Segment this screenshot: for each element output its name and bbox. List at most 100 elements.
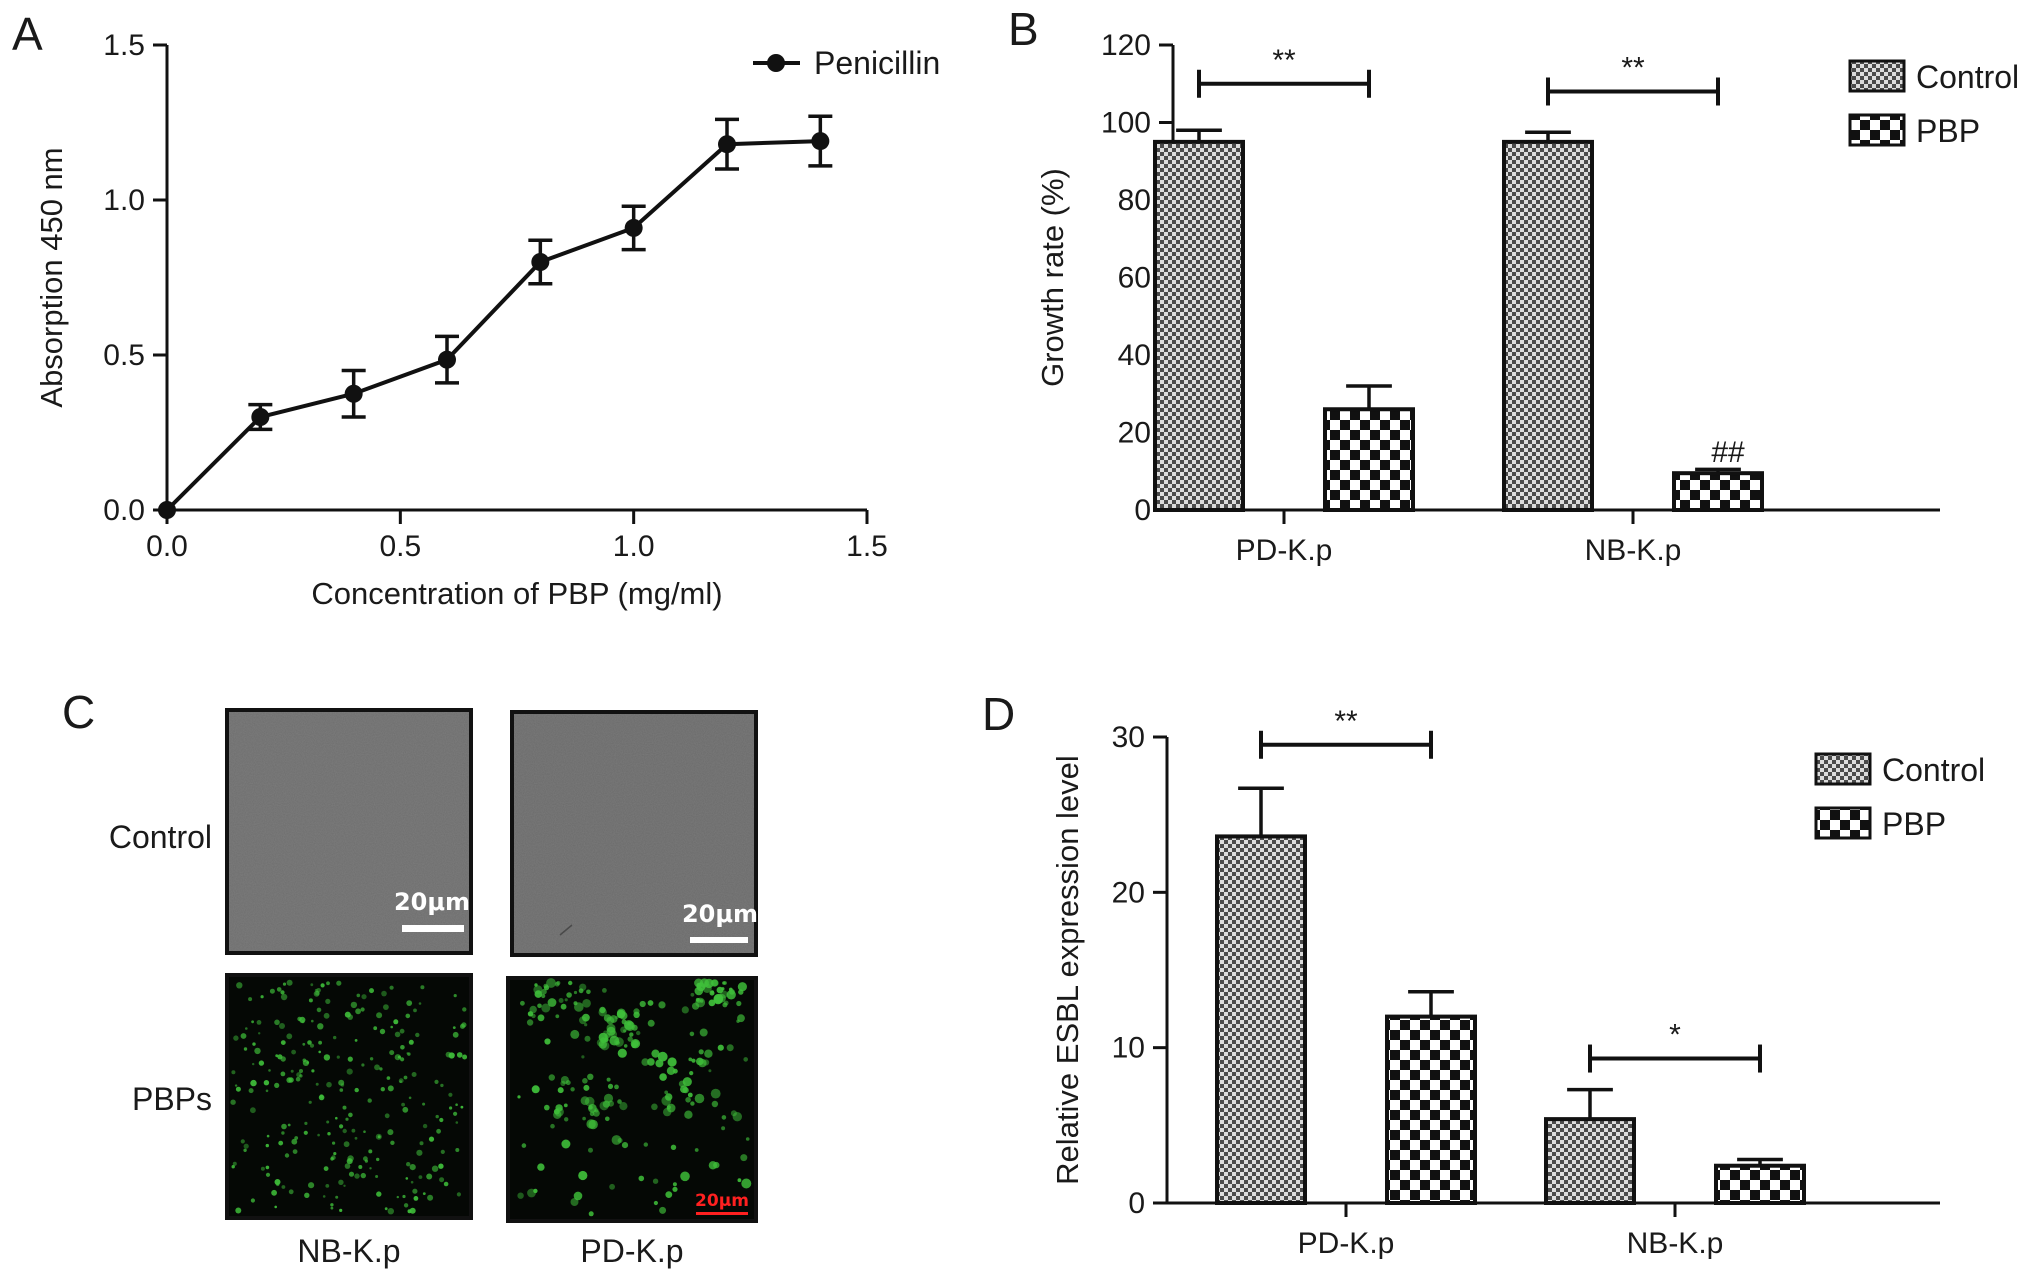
fluorescent-spot bbox=[278, 1140, 284, 1146]
fluorescent-spot bbox=[589, 1111, 595, 1117]
fluorescent-spot bbox=[586, 1119, 596, 1129]
fluorescent-spot bbox=[323, 1166, 329, 1171]
fluorescent-spot bbox=[265, 1172, 271, 1177]
fluorescent-spot bbox=[651, 1049, 660, 1058]
fluorescent-spot bbox=[732, 1112, 742, 1122]
fluorescent-spot bbox=[250, 1079, 257, 1087]
fluorescent-spot bbox=[578, 1170, 588, 1181]
fluorescent-spot bbox=[380, 1087, 385, 1092]
fluorescent-spot bbox=[280, 993, 288, 1001]
fluorescent-spot bbox=[367, 1098, 372, 1103]
fluorescent-spot bbox=[240, 1033, 247, 1039]
fluorescent-spot bbox=[694, 1093, 705, 1104]
fluorescent-spot bbox=[347, 1056, 353, 1062]
fluorescent-spot bbox=[313, 990, 320, 997]
fluorescent-spot bbox=[369, 1057, 374, 1061]
fluorescent-spot bbox=[680, 1171, 690, 1182]
fluorescent-spot bbox=[251, 1020, 255, 1024]
fluorescent-spot bbox=[263, 1080, 270, 1086]
fluorescent-spot bbox=[704, 978, 714, 989]
fluorescent-spot bbox=[281, 1123, 287, 1130]
fluorescent-spot bbox=[408, 1096, 412, 1100]
fluorescent-spot bbox=[318, 1040, 322, 1045]
fluorescent-spot bbox=[364, 1159, 368, 1163]
fluorescent-spot bbox=[360, 1007, 365, 1012]
fluorescent-spot bbox=[455, 1103, 458, 1106]
fluorescent-spot bbox=[543, 985, 550, 991]
fluorescent-spot bbox=[687, 1092, 693, 1098]
fluorescent-spot bbox=[745, 1137, 750, 1141]
fluorescent-spot bbox=[614, 1084, 619, 1090]
fluorescent-spot bbox=[599, 1101, 609, 1111]
fluorescent-spot bbox=[633, 1011, 640, 1018]
fluorescent-spot bbox=[379, 1067, 383, 1071]
fluorescent-spot bbox=[689, 1071, 694, 1076]
fluorescent-spot bbox=[462, 1054, 468, 1060]
fluorescent-spot bbox=[685, 1097, 691, 1103]
fluorescent-spot bbox=[400, 1045, 405, 1050]
fluorescent-spot bbox=[722, 981, 726, 985]
fluorescent-spot bbox=[709, 990, 715, 996]
legend-label-pbp: PBP bbox=[1916, 113, 1980, 149]
fluorescent-spot bbox=[384, 1207, 388, 1211]
y-tick-label: 1.5 bbox=[103, 29, 145, 62]
scale-bar-label: 20μm bbox=[682, 900, 758, 928]
bar-control-pd-kp bbox=[1153, 139, 1245, 512]
fluorescent-spot bbox=[290, 1069, 294, 1073]
fluorescent-spot bbox=[292, 1149, 298, 1154]
fluorescent-spot bbox=[268, 1069, 271, 1072]
micrograph-panel: Control PBPs 20μm 20μm 20μm bbox=[109, 708, 758, 1269]
fluorescent-spot bbox=[563, 1103, 568, 1108]
fluorescent-spot bbox=[455, 1148, 460, 1152]
fluorescent-spot bbox=[623, 1029, 627, 1033]
fluorescent-spot bbox=[393, 1019, 399, 1025]
fluorescent-spot bbox=[716, 986, 724, 994]
fluorescent-spot bbox=[339, 1124, 344, 1129]
fluorescent-spot bbox=[245, 1027, 248, 1030]
fluorescent-spot bbox=[317, 1133, 320, 1137]
fluorescent-spot bbox=[582, 1116, 586, 1121]
fluorescent-spot bbox=[344, 1011, 351, 1018]
x-tick-label: 0.5 bbox=[379, 530, 421, 563]
fluorescent-spot bbox=[325, 1184, 330, 1188]
y-axis-title: Relative ESBL expression level bbox=[1050, 755, 1085, 1185]
fluorescent-spot bbox=[696, 1057, 704, 1066]
y-tick-label: 100 bbox=[1101, 107, 1151, 140]
fluorescent-spot bbox=[689, 1031, 695, 1037]
fluorescent-spot bbox=[383, 1004, 389, 1010]
fluorescent-spot bbox=[358, 1165, 363, 1169]
fluorescent-spot bbox=[322, 1195, 326, 1198]
significance-label: ** bbox=[1272, 44, 1296, 77]
chart-d-esbl-expression: 0 10 20 30 Relative ESBL expression level PD-… bbox=[1050, 705, 1985, 1260]
bar-pbp-pd-kp bbox=[1323, 407, 1415, 512]
fluorescent-spot bbox=[609, 1015, 618, 1023]
fluorescent-spot bbox=[736, 1000, 742, 1007]
bar-control-pd-kp bbox=[1215, 834, 1307, 1205]
fluorescent-spot bbox=[326, 1120, 330, 1124]
legend-marker-penicillin bbox=[767, 54, 785, 72]
fluorescent-spot bbox=[276, 1182, 280, 1187]
fluorescent-spot bbox=[609, 1183, 615, 1190]
fluorescent-spot bbox=[670, 1144, 677, 1151]
fluorescent-spot bbox=[279, 1023, 285, 1029]
fluorescent-spot bbox=[584, 1023, 588, 1027]
fluorescent-spot bbox=[315, 1082, 319, 1086]
fluorescent-spot bbox=[521, 1143, 527, 1148]
fluorescent-spot bbox=[299, 1069, 303, 1073]
row-label-control: Control bbox=[109, 819, 212, 855]
x-tick-label: PD-K.p bbox=[1298, 1227, 1395, 1260]
micrograph-control-nb: 20μm bbox=[225, 708, 473, 955]
fluorescent-spot bbox=[373, 1026, 378, 1031]
fluorescent-spot bbox=[416, 1149, 423, 1156]
fluorescent-spot bbox=[550, 1123, 555, 1129]
fluorescent-spot bbox=[555, 1104, 563, 1112]
fluorescent-spot bbox=[346, 1158, 353, 1165]
fluorescent-spot bbox=[453, 994, 457, 998]
fluorescent-spot bbox=[338, 1079, 345, 1086]
fluorescent-spot bbox=[570, 1029, 580, 1039]
fluorescent-spot bbox=[534, 983, 538, 987]
fluorescent-spot bbox=[653, 1200, 659, 1206]
fluorescent-spot bbox=[548, 1074, 555, 1081]
fluorescent-spot bbox=[603, 1093, 614, 1103]
fluorescent-spot bbox=[351, 1128, 356, 1133]
